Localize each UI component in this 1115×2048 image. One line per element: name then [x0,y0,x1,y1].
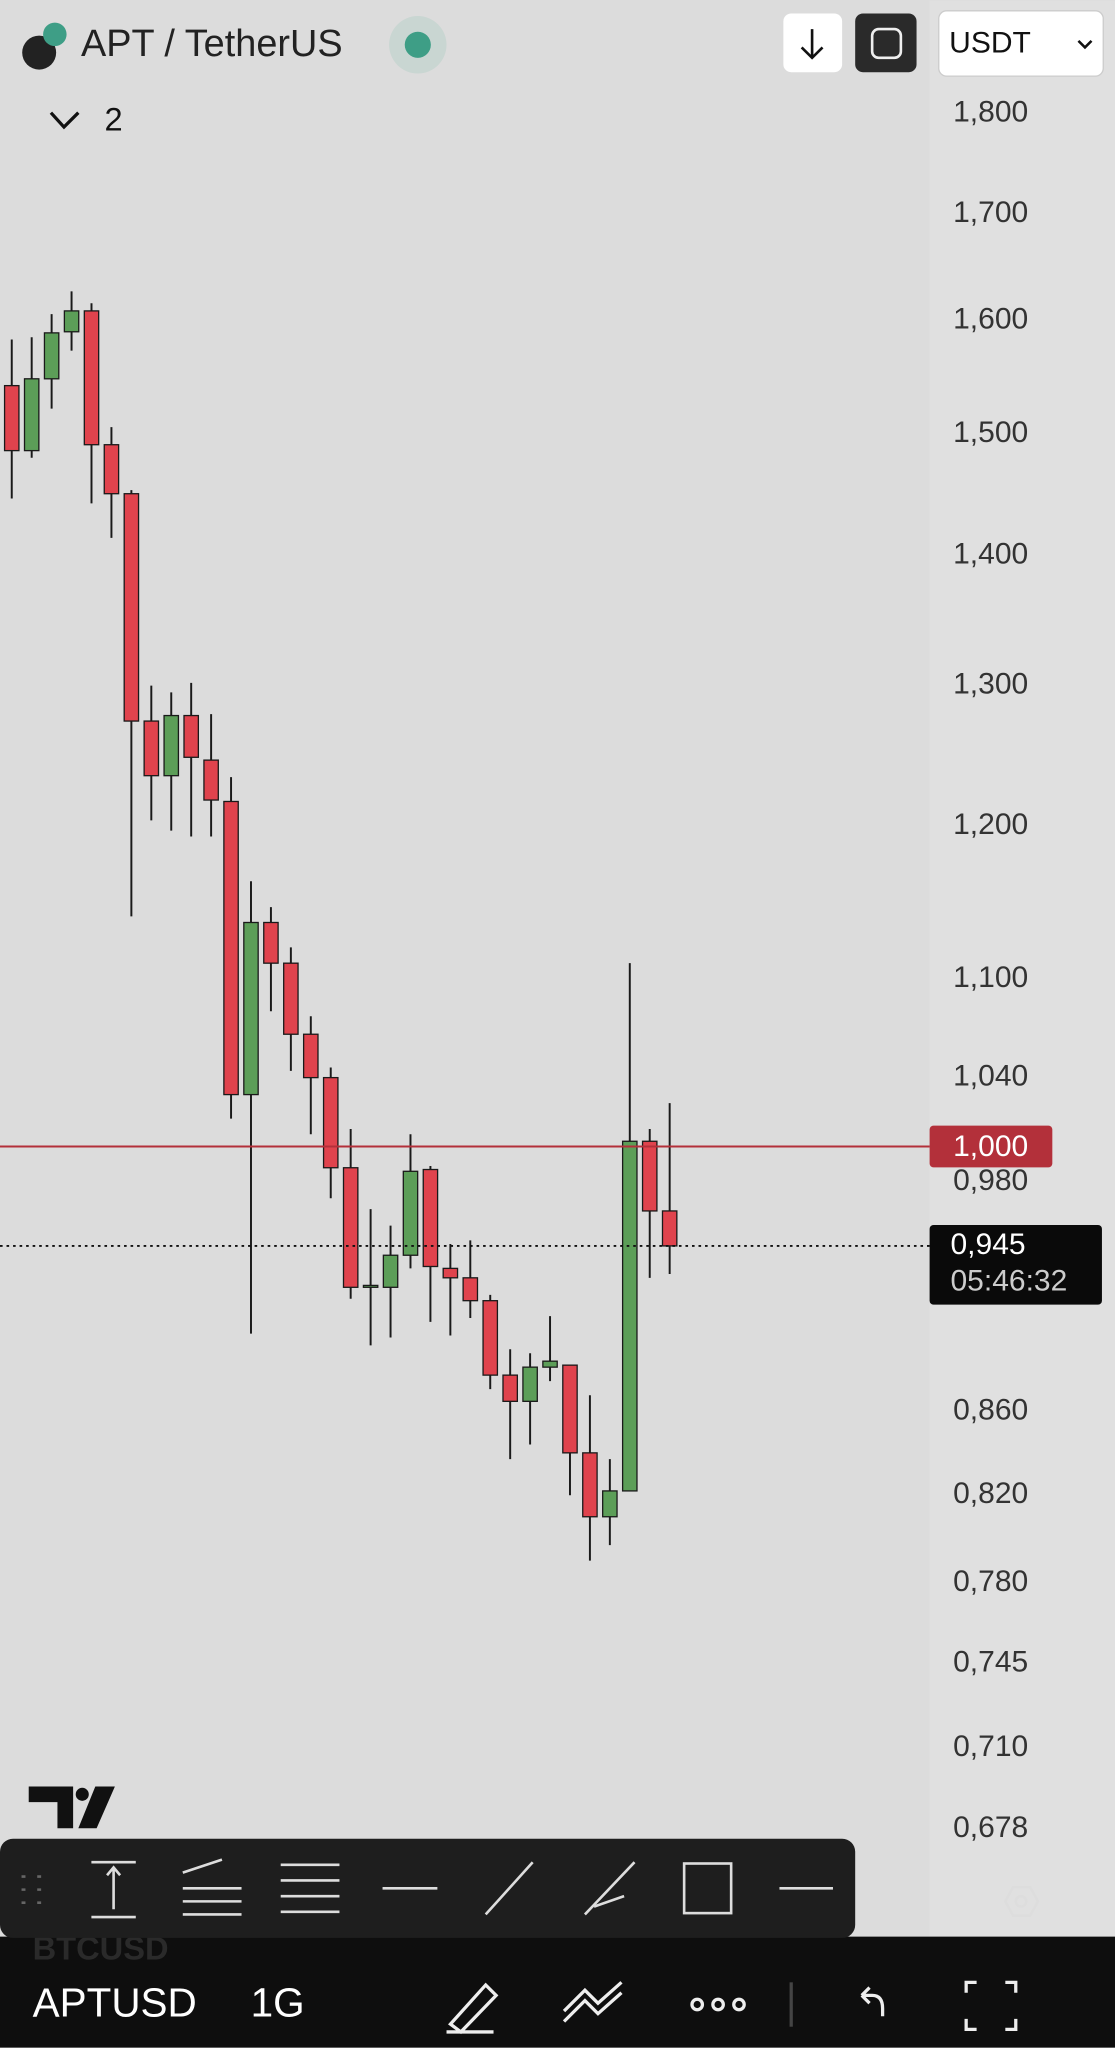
y-tick-label: 1,800 [953,96,1028,129]
interval[interactable]: 1G [251,1980,305,2026]
price-line-label: 1,000 [953,1130,1028,1163]
collapse-icon[interactable] [49,111,80,130]
logo-dot [75,1787,89,1801]
y-tick-label: 1,040 [953,1060,1028,1093]
candle-body [263,921,279,964]
plot [0,291,930,1561]
candle-body [482,1300,499,1376]
candle-body [23,378,40,452]
fullscreen-button[interactable] [855,13,917,73]
candle-body [582,1452,598,1518]
y-tick-label: 0,980 [953,1164,1028,1197]
y-tick-label: 0,860 [953,1393,1028,1426]
arrow-icon [800,29,824,60]
tradingview-logo [28,1786,115,1829]
quote-logo [43,22,67,47]
symbol-title[interactable]: APT / TetherUS [81,23,343,65]
base-logo [22,35,57,70]
candle-body [83,310,100,446]
settings-center [1014,1894,1028,1908]
y-tick-label: 0,710 [953,1730,1028,1763]
settings-icon[interactable] [1003,1885,1040,1918]
candle-body [283,962,299,1035]
grip[interactable] [21,1875,42,1904]
candle-body [183,714,200,758]
y-tick-label: 0,745 [953,1646,1028,1679]
countdown: 05:46:32 [950,1264,1067,1297]
last-price-label: 0,945 [950,1228,1025,1261]
candle-body [382,1254,399,1288]
y-tick-label: 1,600 [953,303,1028,336]
status-dot [404,31,431,58]
bottom-bar [0,1936,1115,2048]
candle-body [522,1366,538,1402]
candle-body [661,1210,678,1247]
chevron [1077,39,1093,50]
fib-tool[interactable] [182,1858,242,1916]
y-tick-label: 0,820 [953,1477,1028,1510]
rect-tool[interactable] [682,1862,733,1915]
toolbar-icons [21,1858,1040,1919]
channel-tool[interactable] [583,1861,636,1916]
candle-body [641,1140,658,1212]
price-axis-background [929,0,1115,1937]
pencil-icon[interactable] [446,1982,499,2035]
more-dot[interactable] [690,1997,705,2012]
candle-body [542,1360,558,1368]
y-tick-label: 1,400 [953,537,1028,570]
symbol[interactable]: APTUSD [33,1980,197,2026]
candle-body [502,1374,519,1402]
undo-icon[interactable] [860,1986,885,2017]
candle-body [163,714,180,777]
lines-tool[interactable] [280,1863,340,1914]
candle-body [43,332,60,380]
more-dot [711,1997,725,2012]
candle-body [223,800,239,1096]
candle-body [243,921,259,1096]
y-tick-label: 1,200 [953,808,1028,841]
candle-body [123,493,140,722]
candle-body [143,720,160,777]
candle-body [3,384,20,452]
frame-icon [870,27,903,60]
candle-body [103,444,120,495]
candle-body [203,759,219,801]
fullscreen-icon[interactable] [964,1980,1018,2031]
candle-body [362,1284,379,1288]
y-tick-label: 1,500 [953,416,1028,449]
drawings-icon[interactable] [562,1981,623,2023]
y-tick-label: 1,700 [953,196,1028,229]
measure-tool[interactable] [91,1860,136,1919]
candle-body [462,1277,479,1302]
candle-body [442,1267,459,1279]
candle-body [562,1364,578,1454]
candle-body [422,1168,439,1268]
currency-select[interactable] [938,10,1104,77]
indicator-count: 2 [104,100,122,137]
price-line-tag [929,1125,1053,1168]
candle-body [342,1167,359,1288]
y-tick-label: 0,780 [953,1565,1028,1598]
candle-body [602,1490,618,1518]
candle-body [621,1140,638,1492]
last-price-tag [929,1225,1102,1305]
candle-body [302,1033,319,1079]
candle-body [63,310,80,333]
candle-body [402,1170,419,1256]
y-tick-label: 1,300 [953,668,1028,701]
currency-label: USDT [949,27,1031,60]
y-tick-label: 1,100 [953,961,1028,994]
trend-tool[interactable] [484,1861,534,1916]
candle-body [322,1076,339,1169]
more-dot [732,1997,746,2012]
y-tick-label: 0,678 [953,1811,1028,1844]
bottom-icons [446,1980,1018,2035]
